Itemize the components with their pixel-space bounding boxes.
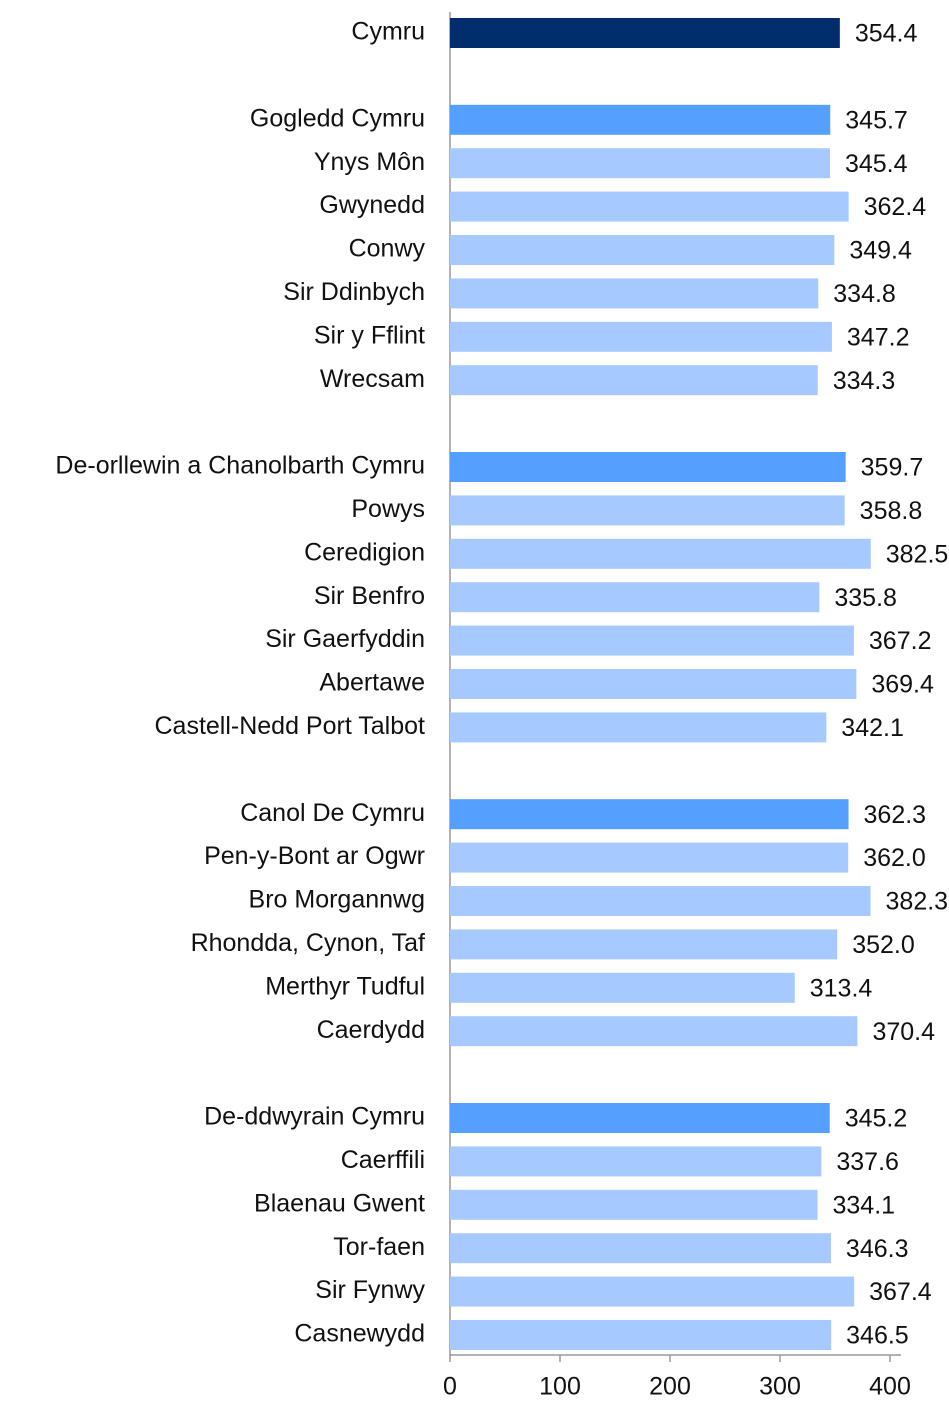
x-tick-label: 200 [649, 1373, 691, 1401]
y-tick-label: Sir Benfro [314, 582, 425, 610]
y-tick-label: Castell-Nedd Port Talbot [154, 712, 425, 740]
y-tick-label: Caerffili [341, 1146, 425, 1174]
value-label: 335.8 [834, 584, 897, 612]
bar [450, 799, 849, 830]
x-tick-label: 400 [869, 1373, 911, 1401]
value-label: 345.7 [845, 106, 908, 134]
value-label: 369.4 [871, 671, 934, 699]
bar [450, 712, 827, 743]
y-tick-label: Cymru [351, 18, 425, 46]
value-label: 359.7 [861, 454, 924, 482]
value-label: 367.2 [869, 627, 932, 655]
y-tick-label: Powys [351, 495, 425, 523]
y-tick-label: Sir Gaerfyddin [265, 625, 425, 653]
bar [450, 929, 838, 960]
value-label: 382.3 [886, 888, 949, 916]
bar [450, 1276, 855, 1307]
value-label: 345.4 [845, 150, 908, 178]
value-label: 362.0 [863, 844, 926, 872]
y-tick-label: Conwy [349, 235, 426, 263]
y-tick-label: Blaenau Gwent [254, 1189, 425, 1217]
value-label: 382.5 [886, 540, 949, 568]
y-tick-label: Pen-y-Bont ar Ogwr [204, 842, 425, 870]
bar [450, 582, 820, 613]
y-tick-label: Gogledd Cymru [250, 104, 425, 132]
bar [450, 104, 831, 135]
y-tick-label: Abertawe [319, 669, 425, 697]
bar [450, 452, 846, 482]
y-tick-label: Caerdydd [317, 1016, 425, 1044]
bar [450, 1320, 832, 1350]
value-label: 345.2 [845, 1105, 908, 1133]
value-label: 362.3 [864, 801, 927, 829]
bar [450, 321, 832, 352]
bar [450, 538, 871, 569]
x-tick-label: 300 [759, 1373, 801, 1401]
value-label: 367.4 [869, 1278, 932, 1306]
bar [450, 191, 849, 222]
bar [450, 495, 845, 526]
value-label: 346.3 [846, 1235, 909, 1263]
bar [450, 1146, 822, 1177]
bar [450, 1103, 830, 1133]
y-tick-label: De-ddwyrain Cymru [204, 1103, 425, 1131]
bar [450, 1016, 858, 1047]
y-tick-label: Rhondda, Cynon, Taf [191, 929, 425, 957]
y-tick-label: Gwynedd [319, 191, 425, 219]
value-label: 354.4 [855, 20, 918, 48]
value-label: 342.1 [841, 714, 904, 742]
value-label: 334.3 [833, 367, 896, 395]
y-tick-label: Casnewydd [294, 1320, 425, 1348]
value-label: 337.6 [836, 1148, 899, 1176]
x-tick-label: 100 [539, 1373, 581, 1401]
value-label: 334.8 [833, 280, 896, 308]
bar [450, 842, 849, 873]
value-label: 334.1 [833, 1191, 896, 1219]
bar [450, 365, 818, 396]
bar [450, 669, 857, 699]
y-tick-label: Ynys Môn [314, 148, 425, 176]
value-label: 346.5 [846, 1322, 909, 1350]
y-tick-label: Sir y Fflint [314, 321, 425, 349]
y-tick-label: De-orllewin a Chanolbarth Cymru [55, 452, 425, 480]
y-tick-label: Tor-faen [333, 1233, 425, 1261]
bar [450, 18, 840, 48]
y-tick-label: Merthyr Tudful [265, 972, 425, 1000]
bar [450, 1189, 818, 1220]
bar [450, 148, 830, 179]
bar [450, 972, 795, 1003]
value-label: 347.2 [847, 323, 910, 351]
y-tick-label: Ceredigion [304, 538, 425, 566]
y-tick-label: Wrecsam [320, 365, 425, 393]
bar [450, 1233, 831, 1264]
value-label: 349.4 [849, 237, 912, 265]
bar [450, 278, 819, 309]
value-label: 370.4 [872, 1018, 935, 1046]
y-tick-label: Bro Morgannwg [249, 886, 425, 914]
value-label: 358.8 [860, 497, 923, 525]
y-tick-label: Canol De Cymru [240, 799, 425, 827]
bar [450, 625, 854, 656]
bar [450, 235, 835, 265]
y-tick-label: Sir Fynwy [315, 1276, 425, 1304]
value-label: 313.4 [810, 974, 873, 1002]
value-label: 362.4 [864, 193, 927, 221]
value-label: 352.0 [852, 931, 915, 959]
bar [450, 886, 871, 916]
x-tick-label: 0 [443, 1373, 457, 1401]
y-tick-label: Sir Ddinbych [283, 278, 425, 306]
